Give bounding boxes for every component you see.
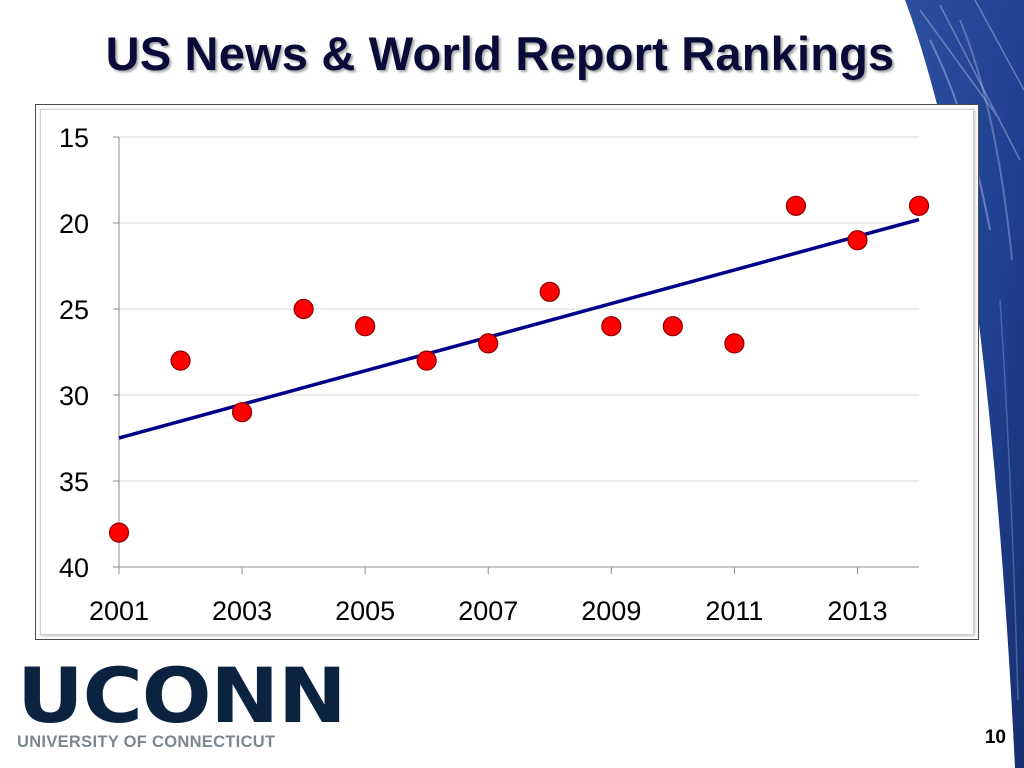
data-point-2004 bbox=[293, 298, 314, 320]
trendline bbox=[118, 217, 920, 440]
corner-swoosh bbox=[905, 0, 1024, 768]
y-tick-label-35: 35 bbox=[59, 467, 89, 497]
chart-plot-border bbox=[40, 109, 974, 635]
data-point-2002 bbox=[170, 350, 191, 371]
axes bbox=[113, 136, 919, 574]
y-tick-label-25: 25 bbox=[59, 295, 89, 325]
y-tick-label-40: 40 bbox=[59, 553, 89, 583]
data-point-2001 bbox=[108, 522, 130, 543]
x-tick-label-2009: 2009 bbox=[581, 596, 641, 626]
gridlines bbox=[119, 136, 919, 482]
data-point-2013 bbox=[847, 230, 868, 251]
x-tick-label-2013: 2013 bbox=[827, 596, 887, 626]
y-tick-label-20: 20 bbox=[59, 209, 89, 239]
logo-wordmark: UCONN bbox=[17, 651, 347, 740]
data-point-2010 bbox=[662, 316, 683, 337]
data-point-2005 bbox=[355, 316, 376, 337]
data-point-2003 bbox=[231, 402, 253, 423]
uconn-logo: UCONN UNIVERSITY OF CONNECTICUT bbox=[17, 658, 347, 752]
data-point-2008 bbox=[539, 281, 560, 302]
data-points bbox=[108, 195, 930, 543]
data-point-2014 bbox=[908, 195, 930, 216]
x-tick-label-2011: 2011 bbox=[705, 596, 763, 626]
x-tick-label-2005: 2005 bbox=[335, 596, 395, 626]
data-point-2011 bbox=[724, 333, 745, 354]
x-tick-label-2007: 2007 bbox=[458, 596, 518, 626]
x-tick-label-2003: 2003 bbox=[212, 596, 272, 626]
page-number: 10 bbox=[984, 727, 1006, 748]
y-tick-label-30: 30 bbox=[59, 381, 89, 411]
data-point-2006 bbox=[416, 350, 437, 371]
data-point-2009 bbox=[601, 316, 622, 337]
data-point-2007 bbox=[478, 333, 499, 354]
data-point-2012 bbox=[785, 195, 807, 216]
slide-title: US News & World Report Rankings bbox=[105, 27, 895, 80]
x-tick-label-2001: 2001 bbox=[89, 596, 149, 626]
y-tick-label-15: 15 bbox=[59, 123, 89, 153]
logo-subtitle: UNIVERSITY OF CONNECTICUT bbox=[17, 733, 276, 751]
trendline-layer bbox=[118, 217, 920, 440]
chart-frame bbox=[35, 104, 979, 640]
